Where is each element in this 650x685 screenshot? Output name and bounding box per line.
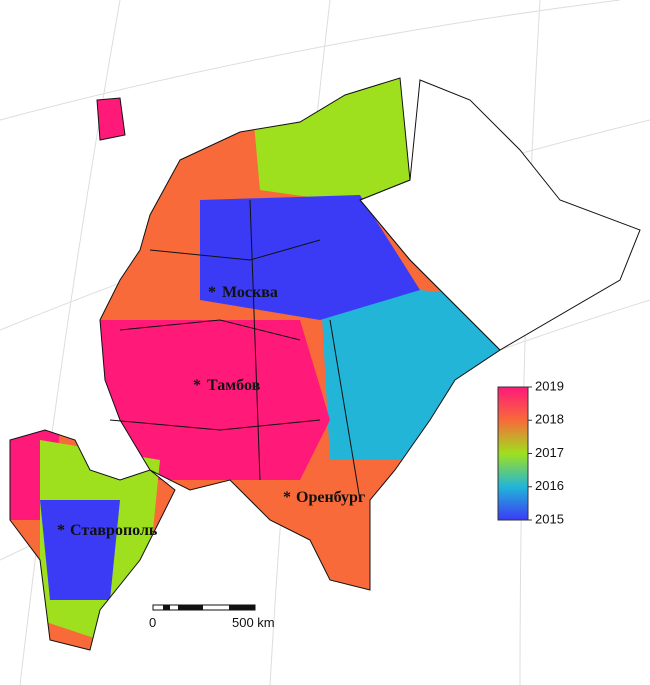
city-name: Ставрополь (70, 522, 158, 539)
city-labels: * Москва * Тамбов * Оренбург * Ставропол… (57, 284, 365, 539)
colorbar (497, 386, 529, 521)
city-marker: * (57, 522, 65, 539)
city-name: Москва (222, 284, 278, 301)
city-marker: * (208, 284, 216, 301)
outline (9, 77, 501, 651)
scale-bar: 0 500 km (149, 604, 275, 630)
colorbar-label: 2015 (535, 511, 564, 526)
colorbar-label: 2017 (535, 445, 564, 460)
region-borders (109, 199, 361, 501)
colorbar-label: 2016 (535, 478, 564, 493)
island (96, 97, 126, 141)
colorbar-label: 2019 (535, 378, 564, 393)
colorbar-ticks: 2015 2016 2017 2018 2019 (528, 378, 564, 526)
scale-start: 0 (149, 615, 156, 630)
city-marker: * (283, 489, 291, 506)
city-name: Тамбов (207, 377, 261, 394)
city-marker: * (193, 377, 201, 394)
city-name: Оренбург (296, 489, 365, 506)
scale-end: 500 km (232, 615, 275, 630)
colorbar-label: 2018 (535, 412, 564, 427)
